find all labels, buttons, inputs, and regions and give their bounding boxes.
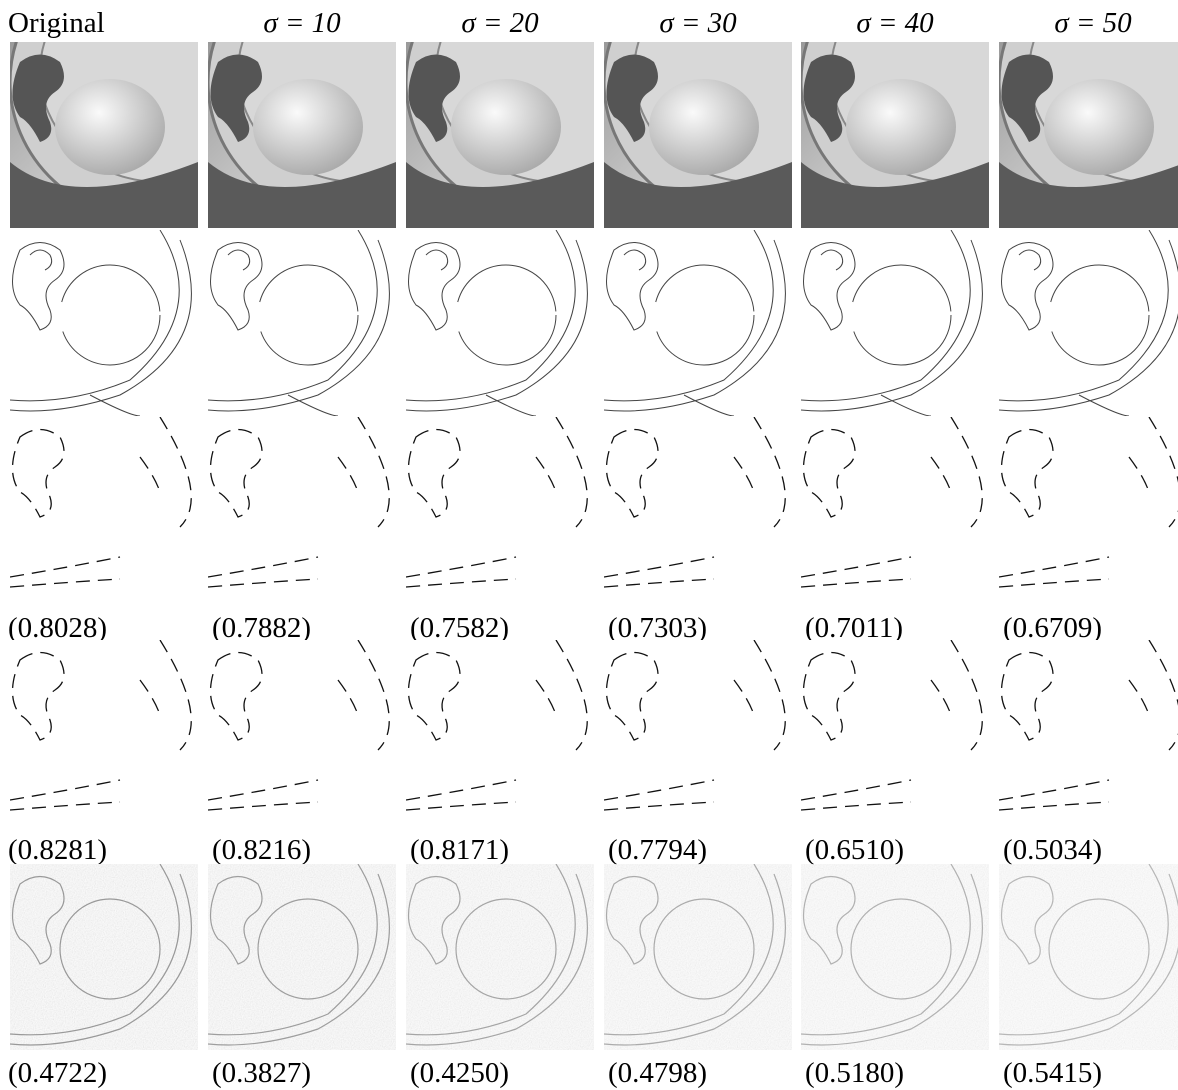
score-label: (0.7303) <box>608 612 707 644</box>
score-label: (0.8216) <box>212 834 311 866</box>
score-label: (0.6709) <box>1003 612 1102 644</box>
panel-image <box>10 230 198 416</box>
score-label: (0.8281) <box>8 834 107 866</box>
column-header: Original <box>8 7 105 39</box>
score-label: (0.8028) <box>8 612 107 644</box>
panel-image <box>999 230 1178 416</box>
column-header: σ = 30 <box>659 7 737 39</box>
panel-image <box>406 864 594 1050</box>
score-label: (0.4250) <box>410 1057 509 1089</box>
panel-image <box>801 230 989 416</box>
panel-image <box>801 640 989 826</box>
figure: Original σ = 10 σ = 20 σ = 30 σ = 40 σ = 50 (0… <box>0 0 1178 1090</box>
score-label: (0.5180) <box>805 1057 904 1089</box>
panel-image <box>208 230 396 416</box>
panel-image <box>604 417 792 603</box>
panel-image <box>406 230 594 416</box>
panel-image <box>10 417 198 603</box>
score-label: (0.5415) <box>1003 1057 1102 1089</box>
panel-image <box>208 864 396 1050</box>
panel-image <box>208 417 396 603</box>
panel-image <box>10 864 198 1050</box>
panel-image <box>406 417 594 603</box>
score-label: (0.7794) <box>608 834 707 866</box>
panel-image <box>604 230 792 416</box>
score-label: (0.7011) <box>805 612 903 644</box>
score-label: (0.3827) <box>212 1057 311 1089</box>
score-label: (0.7882) <box>212 612 311 644</box>
panel-image <box>10 640 198 826</box>
panel-image <box>999 864 1178 1050</box>
column-header: σ = 10 <box>263 7 341 39</box>
score-label: (0.5034) <box>1003 834 1102 866</box>
panel-image <box>999 640 1178 826</box>
panel-image <box>801 864 989 1050</box>
panel-image <box>406 640 594 826</box>
panel-image <box>604 864 792 1050</box>
column-header: σ = 50 <box>1054 7 1132 39</box>
panel-image <box>208 640 396 826</box>
score-label: (0.8171) <box>410 834 509 866</box>
panel-image <box>604 640 792 826</box>
panel-image <box>801 417 989 603</box>
score-label: (0.4798) <box>608 1057 707 1089</box>
score-label: (0.4722) <box>8 1057 107 1089</box>
score-label: (0.7582) <box>410 612 509 644</box>
column-header: σ = 20 <box>461 7 539 39</box>
column-header: σ = 40 <box>856 7 934 39</box>
panel-image <box>999 417 1178 603</box>
score-label: (0.6510) <box>805 834 904 866</box>
